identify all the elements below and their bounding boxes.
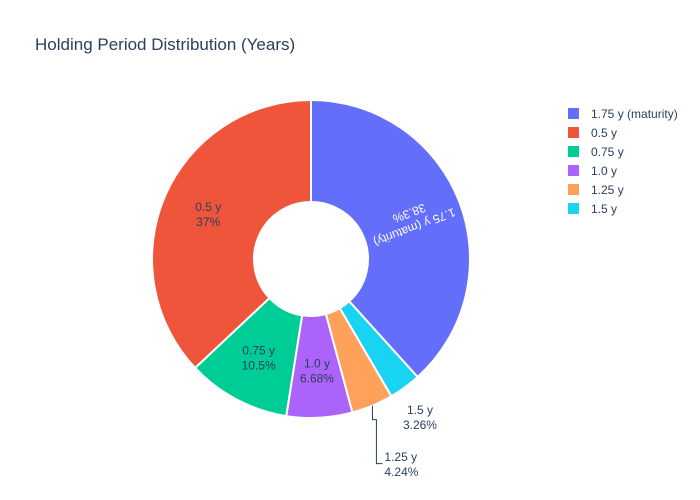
legend-label: 1.0 y [591,164,617,178]
legend-swatch [568,165,579,176]
slice-label-1-25-y: 1.25 y 4.24% [384,450,418,479]
leader-line-1-25-y [371,405,383,465]
legend-label: 1.25 y [591,183,624,197]
legend-label: 0.75 y [591,145,624,159]
legend-swatch [568,203,579,214]
legend-item-1-0-y[interactable]: 1.0 y [568,164,617,178]
legend-label: 0.5 y [591,126,617,140]
legend-swatch [568,108,579,119]
legend-swatch [568,127,579,138]
legend-item-1-5-y[interactable]: 1.5 y [568,202,617,216]
slice-0-5-y [151,98,312,370]
chart-title: Holding Period Distribution (Years) [35,35,295,54]
legend-swatch [568,146,579,157]
legend-swatch [568,184,579,195]
legend-item-0-5-y[interactable]: 0.5 y [568,126,617,140]
donut-slices [151,98,471,419]
slice-label-1-5-y: 1.5 y 3.26% [403,403,437,432]
legend-item-1-25-y[interactable]: 1.25 y [568,183,624,197]
legend-item-1-75-y-maturity[interactable]: 1.75 y (maturity) [568,107,678,121]
slice-label-0-75-y: 0.75 y 10.5% [242,344,276,373]
legend-label: 1.75 y (maturity) [591,107,678,121]
legend: 1.75 y (maturity) 0.5 y 0.75 y 1.0 y 1.25 y 1… [568,107,678,216]
slice-label-0-5-y: 0.5 y 37% [195,200,221,229]
legend-label: 1.5 y [591,202,617,216]
slice-1-75-y-maturity [310,98,471,379]
legend-item-0-75-y[interactable]: 0.75 y [568,145,624,159]
slice-label-1-0-y: 1.0 y 6.68% [300,356,334,385]
